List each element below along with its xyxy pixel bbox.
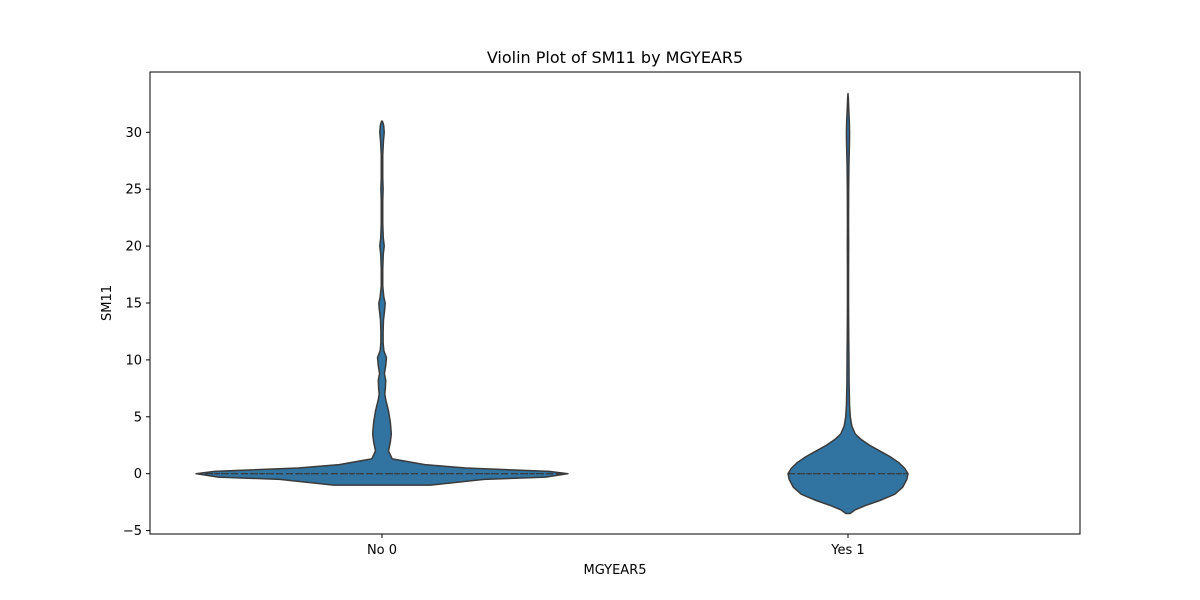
y-tick-label: 15 — [125, 297, 142, 312]
y-tick-label: 5 — [134, 410, 142, 425]
y-tick-label: 25 — [125, 183, 142, 198]
y-tick-label: 10 — [125, 353, 142, 368]
y-tick-label: 30 — [125, 126, 142, 141]
y-tick-label: −5 — [123, 524, 142, 539]
violin-no-0 — [195, 120, 569, 486]
y-axis-ticks: −5 0 5 10 15 20 25 30 — [123, 126, 150, 539]
x-axis-label: MGYEAR5 — [584, 563, 647, 578]
x-axis-ticks: No 0 Yes 1 — [367, 534, 865, 558]
y-tick-label: 20 — [125, 240, 142, 255]
chart-title: Violin Plot of SM11 by MGYEAR5 — [487, 48, 743, 67]
violins-group — [195, 92, 909, 515]
y-tick-label: 0 — [134, 467, 142, 482]
y-axis-label: SM11 — [100, 285, 115, 321]
x-tick-label: No 0 — [367, 543, 397, 558]
x-tick-label: Yes 1 — [830, 543, 864, 558]
violin-yes-1 — [787, 92, 909, 515]
